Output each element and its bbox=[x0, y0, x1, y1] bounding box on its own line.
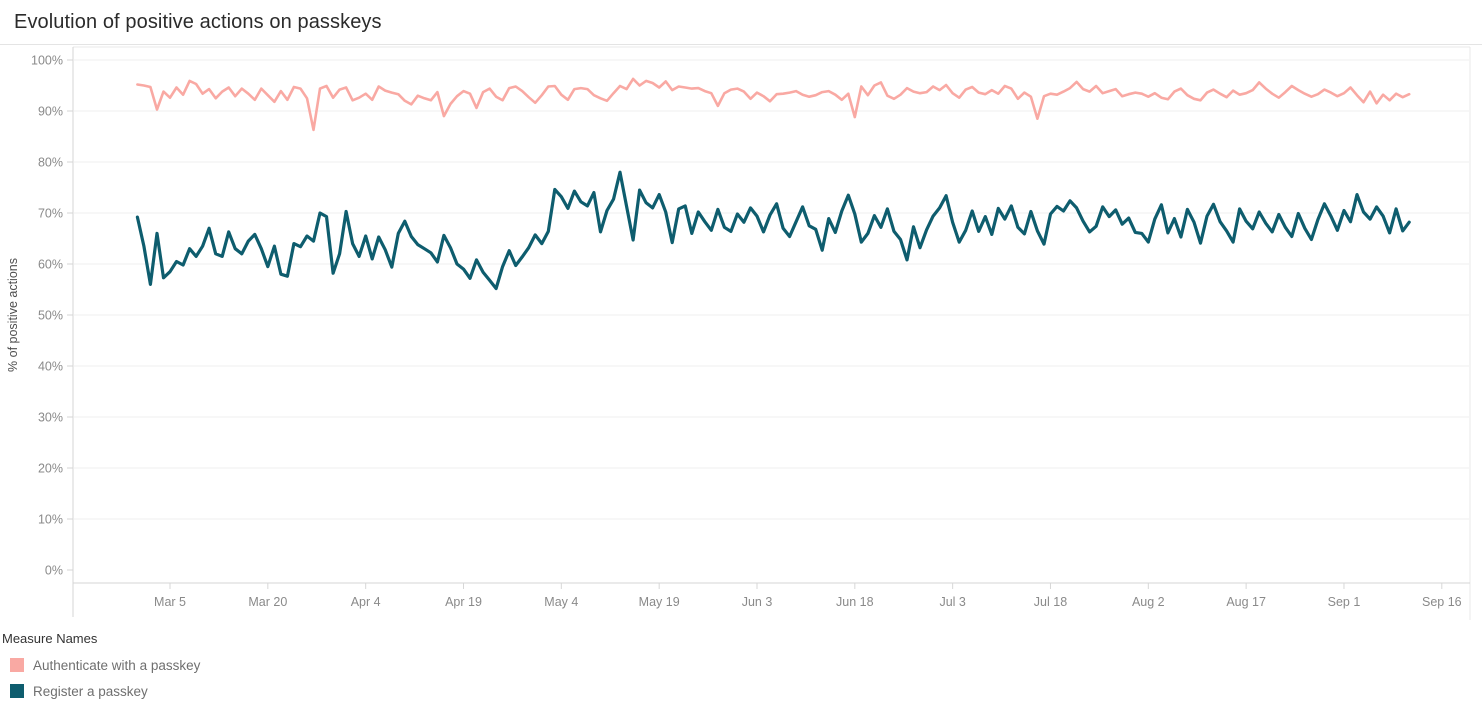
legend-item-label: Authenticate with a passkey bbox=[33, 657, 201, 673]
x-tick-label: Sep 1 bbox=[1328, 595, 1361, 609]
legend-item-label: Register a passkey bbox=[33, 683, 148, 699]
x-tick-label: Mar 5 bbox=[154, 595, 186, 609]
y-tick-label: 40% bbox=[38, 360, 63, 374]
x-tick-label: Jul 18 bbox=[1034, 595, 1067, 609]
legend-swatch-register-icon bbox=[10, 684, 24, 698]
chart-header: Evolution of positive actions on passkey… bbox=[0, 0, 1482, 45]
series-line-register-a-passkey[interactable] bbox=[135, 170, 1411, 291]
legend: Measure Names Authenticate with a passke… bbox=[2, 631, 200, 704]
y-tick-label: 20% bbox=[38, 462, 63, 476]
y-tick-label: 70% bbox=[38, 207, 63, 221]
x-tick-label: Jul 3 bbox=[939, 595, 965, 609]
y-axis-title: % of positive actions bbox=[6, 258, 20, 372]
x-tick-label: Mar 20 bbox=[248, 595, 287, 609]
series-line-authenticate-with-a-passkey[interactable] bbox=[136, 77, 1411, 132]
y-tick-label: 90% bbox=[38, 105, 63, 119]
y-tick-label: 100% bbox=[31, 54, 63, 68]
y-tick-label: 10% bbox=[38, 513, 63, 527]
line-chart: 0% 10% 20% 30% 40% 50% 60% 70% 80% 90% 100% Mar 5 Ma… bbox=[0, 46, 1482, 626]
y-tick-label: 50% bbox=[38, 309, 63, 323]
x-tick-label: Aug 17 bbox=[1226, 595, 1266, 609]
y-tick-label: 0% bbox=[45, 564, 63, 578]
x-tick-label: Aug 2 bbox=[1132, 595, 1165, 609]
x-tick-label: Sep 16 bbox=[1422, 595, 1462, 609]
y-tick-label: 30% bbox=[38, 411, 63, 425]
x-tick-label: May 19 bbox=[639, 595, 680, 609]
legend-item-authenticate[interactable]: Authenticate with a passkey bbox=[2, 652, 200, 678]
legend-item-register[interactable]: Register a passkey bbox=[2, 678, 200, 704]
y-tick-label: 80% bbox=[38, 156, 63, 170]
x-tick-label: Jun 18 bbox=[836, 595, 874, 609]
x-tick-label: Apr 19 bbox=[445, 595, 482, 609]
x-tick-label: Jun 3 bbox=[742, 595, 773, 609]
legend-swatch-authenticate-icon bbox=[10, 658, 24, 672]
chart-title: Evolution of positive actions on passkey… bbox=[14, 10, 382, 33]
legend-title: Measure Names bbox=[2, 631, 98, 646]
y-tick-label: 60% bbox=[38, 258, 63, 272]
x-tick-label: May 4 bbox=[544, 595, 578, 609]
chart-canvas: 0% 10% 20% 30% 40% 50% 60% 70% 80% 90% 100% Mar 5 Ma… bbox=[6, 46, 1471, 620]
x-tick-label: Apr 4 bbox=[351, 595, 381, 609]
